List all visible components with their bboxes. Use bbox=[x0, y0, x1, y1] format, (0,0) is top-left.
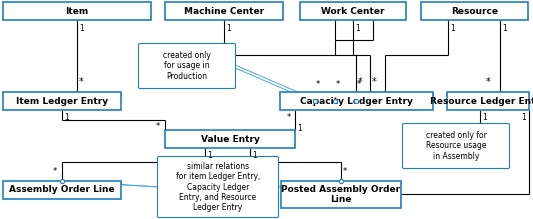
Text: Resource Ledger Entry: Resource Ledger Entry bbox=[430, 97, 533, 106]
Text: 1: 1 bbox=[482, 113, 487, 122]
Text: similar relations
for item Ledger Entry,
Capacity Ledger
Entry, and Resource
Led: similar relations for item Ledger Entry,… bbox=[176, 162, 260, 212]
Text: *: * bbox=[486, 77, 490, 87]
Text: Assembly Order Line: Assembly Order Line bbox=[9, 185, 115, 194]
Text: created only
for usage in
Production: created only for usage in Production bbox=[163, 51, 211, 81]
FancyBboxPatch shape bbox=[157, 157, 279, 217]
Text: *: * bbox=[336, 80, 340, 89]
Text: created only for
Resource usage
in Assembly: created only for Resource usage in Assem… bbox=[425, 131, 487, 161]
Text: Item Ledger Entry: Item Ledger Entry bbox=[16, 97, 108, 106]
FancyBboxPatch shape bbox=[281, 181, 401, 208]
FancyBboxPatch shape bbox=[3, 2, 151, 20]
Text: *: * bbox=[79, 77, 84, 87]
Text: 1: 1 bbox=[79, 24, 84, 33]
Text: Resource: Resource bbox=[451, 7, 498, 16]
FancyBboxPatch shape bbox=[447, 92, 529, 110]
Text: Posted Assembly Order
Line: Posted Assembly Order Line bbox=[281, 185, 401, 204]
Text: Machine Center: Machine Center bbox=[184, 7, 264, 16]
Text: Value Entry: Value Entry bbox=[200, 134, 260, 143]
FancyBboxPatch shape bbox=[3, 92, 121, 110]
Text: 1: 1 bbox=[450, 24, 455, 33]
Text: *: * bbox=[358, 77, 363, 87]
FancyBboxPatch shape bbox=[165, 130, 295, 148]
Text: *: * bbox=[156, 122, 160, 131]
FancyBboxPatch shape bbox=[421, 2, 528, 20]
FancyBboxPatch shape bbox=[280, 92, 433, 110]
Text: *: * bbox=[287, 113, 291, 122]
FancyBboxPatch shape bbox=[402, 124, 510, 168]
Text: 1: 1 bbox=[502, 24, 507, 33]
Text: *: * bbox=[343, 167, 348, 176]
Text: Capacity Ledger Entry: Capacity Ledger Entry bbox=[300, 97, 413, 106]
Text: Item: Item bbox=[66, 7, 88, 16]
Text: *: * bbox=[53, 167, 57, 176]
Text: 1: 1 bbox=[521, 113, 526, 122]
Text: 1: 1 bbox=[226, 24, 231, 33]
Text: 1: 1 bbox=[297, 124, 302, 133]
Text: 1: 1 bbox=[252, 151, 257, 160]
Text: Work Center: Work Center bbox=[321, 7, 385, 16]
Text: *: * bbox=[357, 80, 361, 89]
Text: 1: 1 bbox=[207, 151, 212, 160]
FancyBboxPatch shape bbox=[3, 181, 121, 199]
FancyBboxPatch shape bbox=[300, 2, 406, 20]
Text: *: * bbox=[372, 77, 377, 87]
FancyBboxPatch shape bbox=[139, 44, 236, 88]
Text: *: * bbox=[316, 80, 320, 89]
FancyBboxPatch shape bbox=[165, 2, 283, 20]
Text: 1: 1 bbox=[64, 113, 69, 122]
Text: 1: 1 bbox=[355, 24, 360, 33]
